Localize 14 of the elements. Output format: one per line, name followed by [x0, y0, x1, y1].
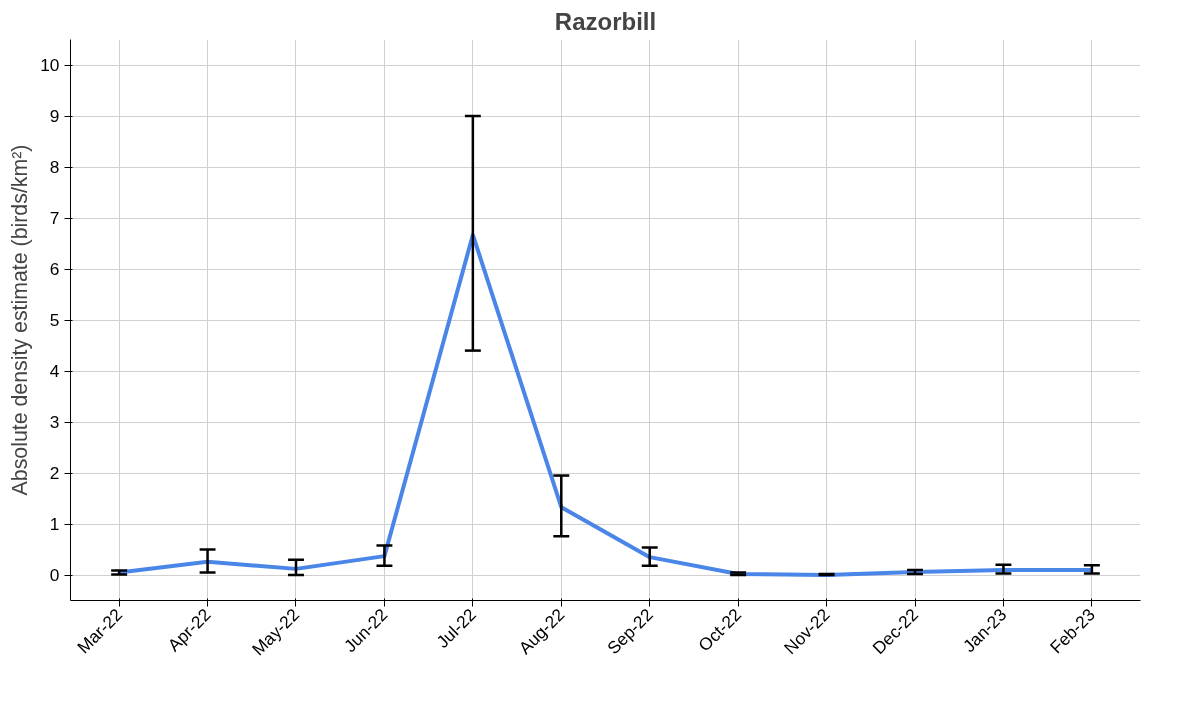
y-tick-label: 5	[49, 310, 60, 330]
y-tick-label: 8	[49, 157, 60, 177]
y-tick-label: 10	[40, 55, 60, 75]
y-tick-label: 4	[49, 361, 60, 381]
line-series	[117, 232, 1094, 577]
y-tick-label: 0	[49, 565, 60, 585]
y-tick-label: 7	[49, 208, 60, 228]
y-tick-label: 1	[49, 514, 60, 534]
y-tick-label: 9	[49, 106, 60, 126]
y-tick-label: 2	[49, 463, 60, 483]
y-tick-label: 3	[49, 412, 60, 432]
y-axis-title: Absolute density estimate (birds/km²)	[8, 144, 33, 496]
chart-title: Razorbill	[554, 7, 657, 35]
y-tick-label: 6	[49, 259, 60, 279]
